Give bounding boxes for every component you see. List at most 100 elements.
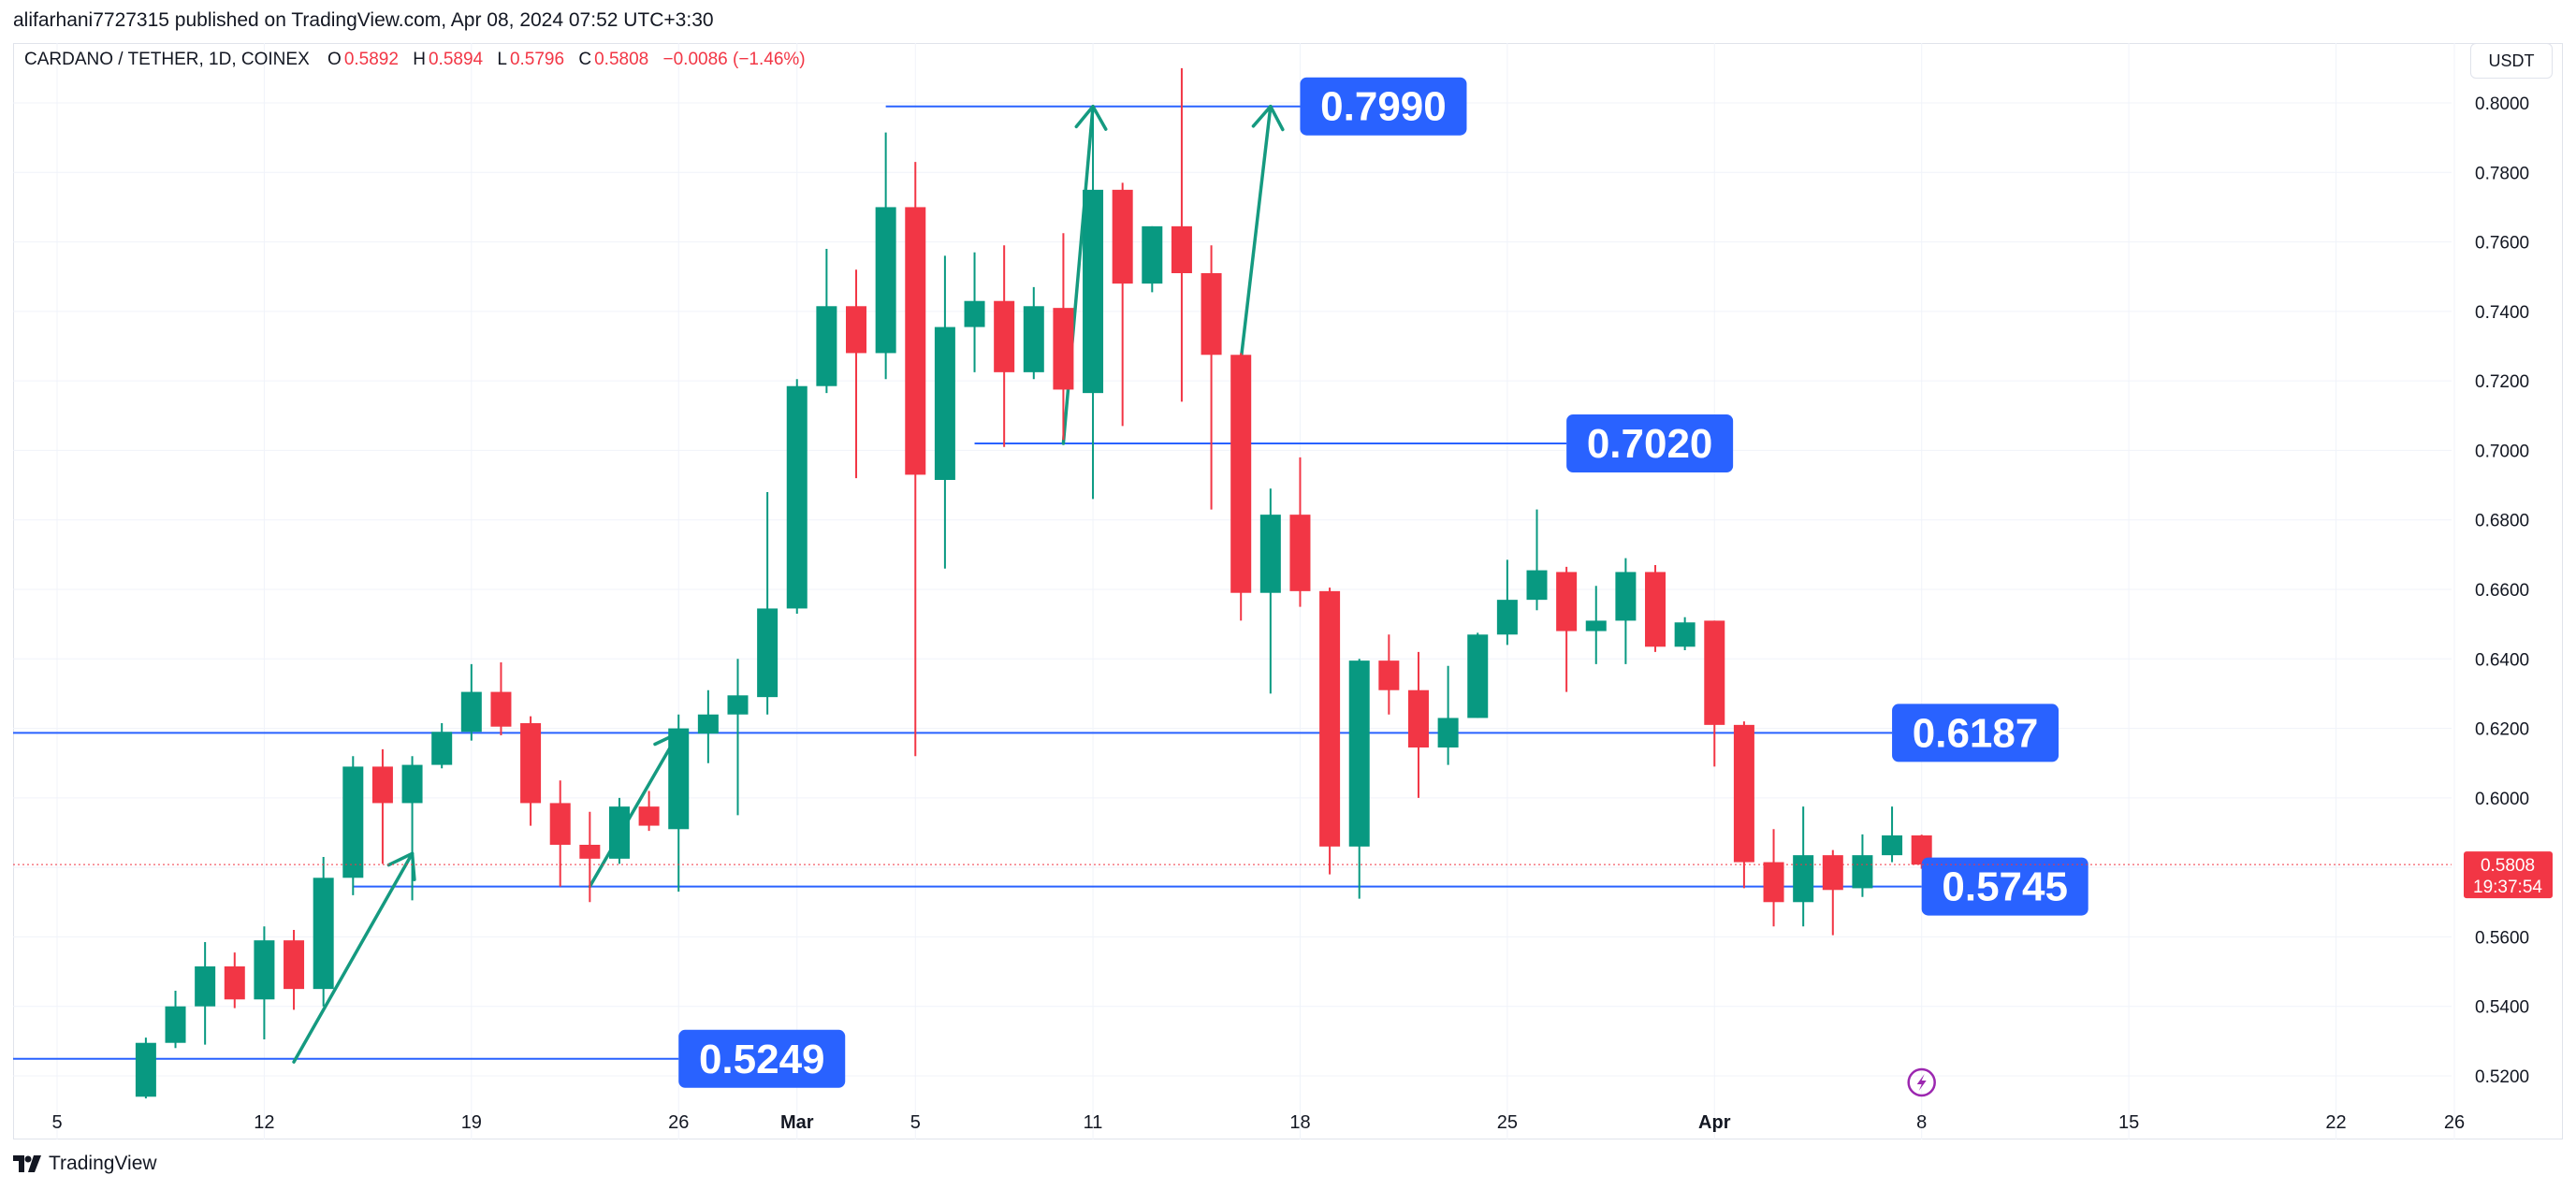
close-label: C <box>578 50 592 69</box>
candle-body <box>254 940 275 1000</box>
candle-body <box>1733 724 1754 863</box>
candle-body <box>1023 306 1044 372</box>
candle-body <box>994 300 1015 372</box>
x-tick-label: Mar <box>780 1112 814 1133</box>
candle-body <box>668 728 690 830</box>
candle-body <box>1230 355 1252 593</box>
candle-body <box>846 306 867 354</box>
level-label-box <box>1892 704 2059 762</box>
level-label: 0.5745 <box>1942 864 2068 910</box>
close-value: 0.5808 <box>594 50 649 69</box>
candle-body <box>1911 834 1932 865</box>
price-tag-box <box>2464 851 2553 899</box>
symbol-legend: CARDANO / TETHER, 1D, COINEX O 0.5892 H 0.… <box>24 50 815 70</box>
candle-body <box>371 766 393 804</box>
candle-body <box>313 878 334 990</box>
y-tick-label: 0.6200 <box>2475 720 2529 740</box>
price-tag-value: 0.5808 <box>2481 856 2535 876</box>
candle-body <box>135 1042 156 1097</box>
price-tag-countdown: 19:37:54 <box>2473 878 2542 897</box>
level-label: 0.5249 <box>699 1037 825 1082</box>
lightning-icon <box>1907 1067 1936 1097</box>
trend-arrow-head <box>1251 104 1285 132</box>
candle-body <box>1319 590 1341 847</box>
candle-body <box>1822 855 1843 891</box>
y-tick-label: 0.5600 <box>2475 928 2529 948</box>
level-label-box <box>678 1029 846 1088</box>
candle-body <box>1585 620 1607 631</box>
candle-body <box>579 845 601 859</box>
tradingview-logo-icon <box>13 1155 41 1172</box>
level-label-box <box>1300 77 1467 136</box>
candle-body <box>1407 689 1429 747</box>
y-tick-label: 0.7400 <box>2475 303 2529 323</box>
candle-body <box>816 306 837 386</box>
currency-button[interactable]: USDT <box>2470 43 2553 79</box>
candle-body <box>165 1006 186 1043</box>
candle-body <box>608 806 630 859</box>
tradingview-logo[interactable]: TradingView <box>13 1153 157 1175</box>
change-value: −0.0086 (−1.46%) <box>662 50 806 69</box>
candle-body <box>1467 634 1489 718</box>
open-value: 0.5892 <box>343 50 399 69</box>
candle-body <box>195 966 216 1007</box>
candle-body <box>1526 570 1548 601</box>
y-tick-label: 0.6000 <box>2475 790 2529 809</box>
x-tick-label: 18 <box>1289 1112 1310 1133</box>
y-tick-label: 0.5400 <box>2475 998 2529 1018</box>
candle-body <box>964 300 985 327</box>
candle-body <box>490 691 512 727</box>
candle-body <box>549 803 571 845</box>
x-tick-label: 26 <box>668 1112 689 1133</box>
y-tick-label: 0.7000 <box>2475 442 2529 461</box>
candle-body <box>1645 572 1666 647</box>
candle-body <box>1112 189 1133 284</box>
level-label: 0.6187 <box>1913 710 2039 756</box>
candle-body <box>905 207 926 475</box>
candle-body <box>786 385 808 609</box>
level-label-box <box>1566 414 1734 472</box>
candle-body <box>757 608 779 698</box>
level-label: 0.7990 <box>1320 84 1447 130</box>
x-tick-label: 15 <box>2118 1112 2139 1133</box>
x-axis-labels: 5 12 19 26 Mar 5 11 18 25 Apr 8 15 22 26 <box>51 1112 2465 1133</box>
y-tick-label: 0.6400 <box>2475 650 2529 670</box>
candle-body <box>1496 600 1518 635</box>
candle-body <box>875 207 896 354</box>
candle-body <box>1882 834 1903 856</box>
candle-body <box>1053 308 1074 390</box>
candle-body <box>697 714 719 734</box>
candle-body <box>1793 855 1814 903</box>
publisher-line: alifarhani7727315 published on TradingVi… <box>13 9 714 31</box>
x-tick-label: 5 <box>51 1112 62 1133</box>
candle-body <box>1142 225 1163 284</box>
candle-body <box>284 940 305 990</box>
low-value: 0.5796 <box>509 50 565 69</box>
x-tick-label: 5 <box>910 1112 921 1133</box>
y-tick-label: 0.8000 <box>2475 94 2529 114</box>
level-label: 0.7020 <box>1587 421 1713 467</box>
y-tick-label: 0.6600 <box>2475 581 2529 601</box>
candle-body <box>1289 515 1311 591</box>
candle-body <box>1763 862 1784 903</box>
y-tick-label: 0.5200 <box>2475 1067 2529 1087</box>
candle-body <box>460 691 482 733</box>
candle-body <box>1556 572 1578 631</box>
low-label: L <box>497 50 507 69</box>
candle-body <box>1171 225 1192 273</box>
symbol-name: CARDANO / TETHER, 1D, COINEX <box>24 50 310 69</box>
trend-arrow-shaft <box>1239 104 1273 362</box>
candle-body <box>1615 572 1637 621</box>
y-tick-label: 0.7600 <box>2475 234 2529 254</box>
candle-body <box>342 766 364 878</box>
candle-body <box>431 732 453 765</box>
high-label: H <box>413 50 426 69</box>
open-label: O <box>327 50 342 69</box>
candles <box>135 67 1932 1099</box>
current-price-tag: 0.5808 19:37:54 <box>13 851 2553 899</box>
candle-body <box>224 966 245 1000</box>
alert-marker <box>1907 1067 1936 1097</box>
candle-body <box>1201 273 1222 356</box>
candle-body <box>1348 660 1370 847</box>
